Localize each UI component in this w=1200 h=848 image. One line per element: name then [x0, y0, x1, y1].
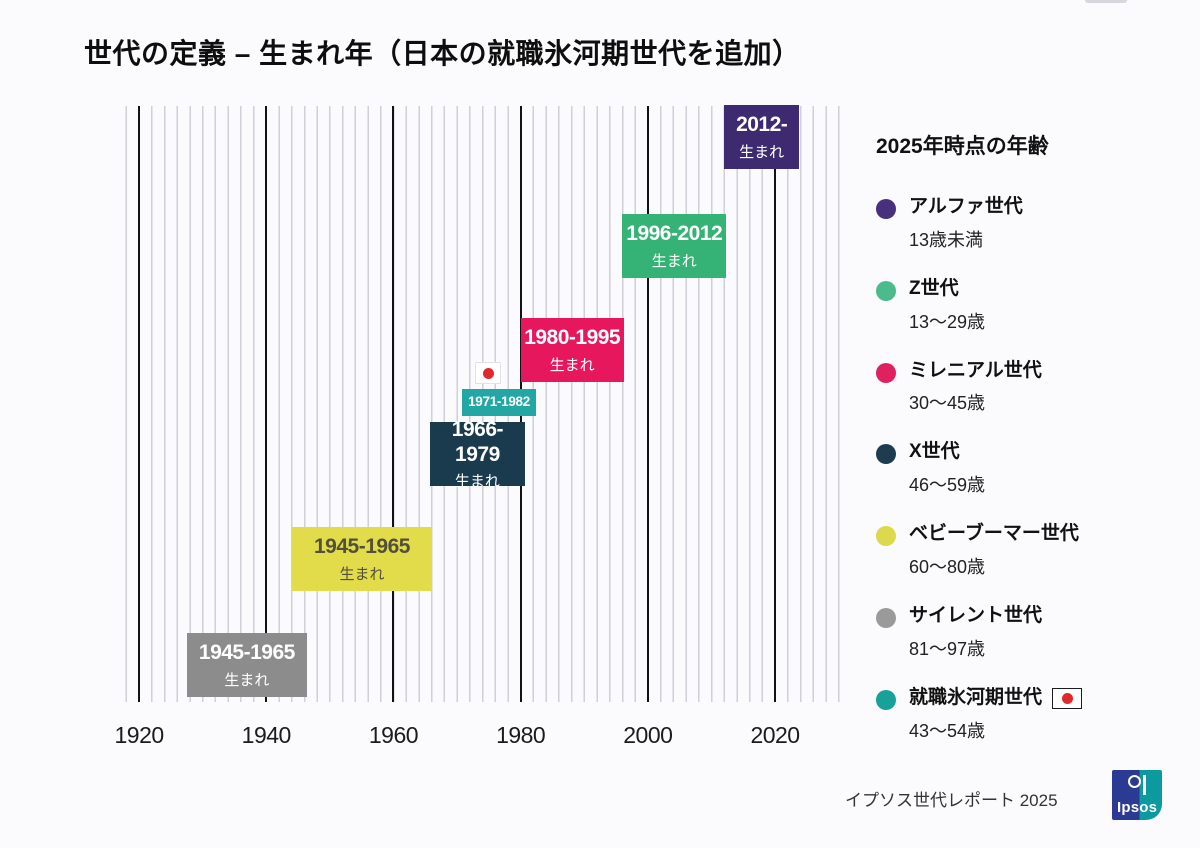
legend-text: Z世代 13〜29歳 [909, 278, 985, 334]
generation-sub-label: 生まれ [739, 143, 785, 161]
generation-box-gen-z: 1996-2012 生まれ [622, 214, 727, 278]
ipsos-logo: Ipsos [1112, 770, 1162, 820]
legend-item-4: ベビーブーマー世代 60〜80歳 [876, 523, 1196, 579]
legend-text: 就職氷河期世代 43〜54歳 [909, 687, 1083, 743]
legend-age-range: 13〜29歳 [909, 311, 986, 332]
generation-box-silent: 1945-1965 生まれ [186, 633, 307, 697]
legend-item-0: アルファ世代 13歳未満 [876, 196, 1196, 252]
generation-years-label: 1945-1965 [198, 641, 295, 665]
generation-box-alpha: 2012- 生まれ [724, 105, 800, 169]
legend-generation-name: サイレント世代 [909, 604, 1043, 626]
gridline-major-2000 [646, 106, 649, 702]
generation-sub-label: 生まれ [339, 565, 385, 583]
generation-years-label: 1966-1979 [451, 417, 504, 466]
generation-years-label: 1996-2012 [626, 222, 723, 246]
legend-text: サイレント世代 81〜97歳 [909, 605, 1042, 661]
japan-flag-sun [1061, 692, 1073, 704]
legend-item-5: サイレント世代 81〜97歳 [876, 605, 1196, 661]
generation-sub-label: 生まれ [454, 473, 500, 491]
gridline-major-2020 [774, 106, 777, 702]
legend-items: アルファ世代 13歳未満 Z世代 13〜29歳ミレニアル世代 30〜45歳 X世代 46〜5… [876, 196, 1196, 743]
legend-text: ミレニアル世代 30〜45歳 [909, 360, 1042, 416]
legend-color-dot [876, 199, 896, 219]
legend-text: X世代 46〜59歳 [909, 441, 985, 497]
japan-flag-icon [1052, 687, 1083, 709]
legend-color-dot [876, 280, 896, 301]
legend-generation-name: アルファ世代 [909, 196, 1023, 217]
generation-years-label: 2012- [736, 113, 788, 137]
legend-generation-name: X世代 [909, 441, 960, 463]
x-tick-label-1920: 1920 [114, 722, 165, 748]
legend-color-dot [876, 607, 896, 628]
top-edge-artifact [1085, 0, 1127, 3]
legend-color-dot [876, 444, 896, 465]
ipsos-logo-text: Ipsos [1117, 799, 1158, 816]
legend-age-range: 30〜45歳 [909, 393, 986, 414]
x-axis: 1920 1940 1960 1980 2000 2020 [115, 722, 845, 762]
generation-sub-label: 生まれ [224, 671, 270, 689]
generation-box-gen-x: 1966-1979 生まれ [429, 418, 526, 490]
generation-timeline-chart: 2012- 生まれ 1996-2012 生まれ 1980-1995 生まれ 1971-198… [120, 105, 845, 702]
x-tick-label-1980: 1980 [496, 722, 546, 748]
footer-report-label: イプソス世代レポート 2025 [845, 791, 1058, 810]
legend-generation-name: ベビーブーマー世代 [909, 523, 1079, 545]
legend: 2025年時点の年齢 アルファ世代 13歳未満 Z世代 13〜29歳ミレニアル世代 30… [876, 130, 1196, 769]
gridline-major-1940 [265, 106, 268, 702]
legend-age-range: 60〜80歳 [909, 556, 986, 577]
generation-sub-label: 生まれ [549, 356, 595, 374]
legend-item-2: ミレニアル世代 30〜45歳 [876, 360, 1196, 416]
legend-color-dot [876, 526, 896, 547]
generation-years-label: 1971-1982 [468, 394, 530, 410]
legend-text: ベビーブーマー世代 60〜80歳 [909, 523, 1079, 579]
generation-sub-label: 生まれ [651, 252, 697, 270]
generation-years-label: 1945-1965 [314, 535, 410, 559]
legend-age-range: 81〜97歳 [909, 638, 986, 659]
legend-age-range: 46〜59歳 [909, 475, 986, 496]
legend-item-6: 就職氷河期世代 43〜54歳 [876, 687, 1196, 743]
gridline-major-1960 [392, 106, 395, 702]
legend-item-1: Z世代 13〜29歳 [876, 278, 1196, 334]
legend-generation-name: ミレニアル世代 [909, 359, 1042, 381]
japan-flag-icon [475, 362, 502, 384]
x-tick-label-1960: 1960 [368, 722, 419, 748]
ipsos-logo-mark-icon [1128, 775, 1141, 788]
legend-age-range: 13歳未満 [909, 229, 984, 250]
legend-title: 2025年時点の年齢 [876, 135, 1049, 158]
x-tick-label-2000: 2000 [623, 722, 673, 748]
legend-color-dot [876, 689, 896, 710]
ipsos-logo-mark-icon-bar [1143, 775, 1146, 795]
legend-text: アルファ世代 13歳未満 [909, 196, 1023, 252]
legend-color-dot [876, 362, 896, 383]
legend-age-range: 43〜54歳 [909, 720, 986, 741]
legend-item-3: X世代 46〜59歳 [876, 441, 1196, 497]
x-tick-label-2020: 2020 [750, 722, 800, 748]
japan-flag-sun [482, 367, 494, 379]
generation-box-ice-age-japan: 1971-1982 [462, 389, 536, 416]
generation-box-baby-boomer: 1945-1965 生まれ [291, 527, 433, 591]
generation-years-label: 1980-1995 [524, 326, 621, 350]
legend-generation-name: Z世代 [909, 277, 959, 299]
x-tick-label-1940: 1940 [241, 722, 292, 748]
generation-box-millennial: 1980-1995 生まれ [520, 318, 624, 382]
page-title: 世代の定義 – 生まれ年（日本の就職氷河期世代を追加） [84, 38, 801, 69]
legend-generation-name: 就職氷河期世代 [909, 687, 1083, 710]
gridline-major-1920 [138, 106, 141, 702]
